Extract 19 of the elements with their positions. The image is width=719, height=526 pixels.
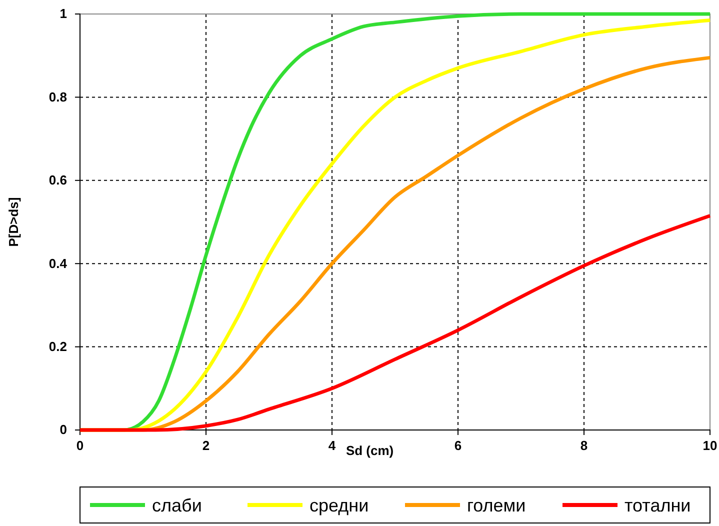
legend-label: слаби: [152, 495, 202, 516]
legend-label: средни: [310, 495, 369, 516]
y-tick-label: 0: [60, 422, 67, 438]
y-tick-label: 1: [60, 6, 67, 22]
x-tick-label: 4: [328, 438, 336, 454]
y-axis-title: P[D>ds]: [6, 197, 21, 247]
y-tick-label: 0.8: [48, 89, 67, 104]
legend-label: тотални: [624, 495, 691, 516]
y-tick-label: 0.2: [48, 338, 67, 354]
x-tick-label: 8: [580, 438, 588, 454]
line-series: [78, 214, 712, 432]
legend-label: големи: [467, 495, 526, 516]
y-tick-label: 0.4: [48, 256, 68, 271]
x-tick-label: 10: [702, 438, 718, 454]
y-tick-label: 0.6: [48, 172, 67, 188]
x-axis-title: Sd (cm): [346, 443, 394, 458]
x-tick-label: 0: [76, 438, 84, 454]
x-tick-label: 2: [202, 438, 210, 454]
x-tick-label: 6: [454, 438, 462, 454]
